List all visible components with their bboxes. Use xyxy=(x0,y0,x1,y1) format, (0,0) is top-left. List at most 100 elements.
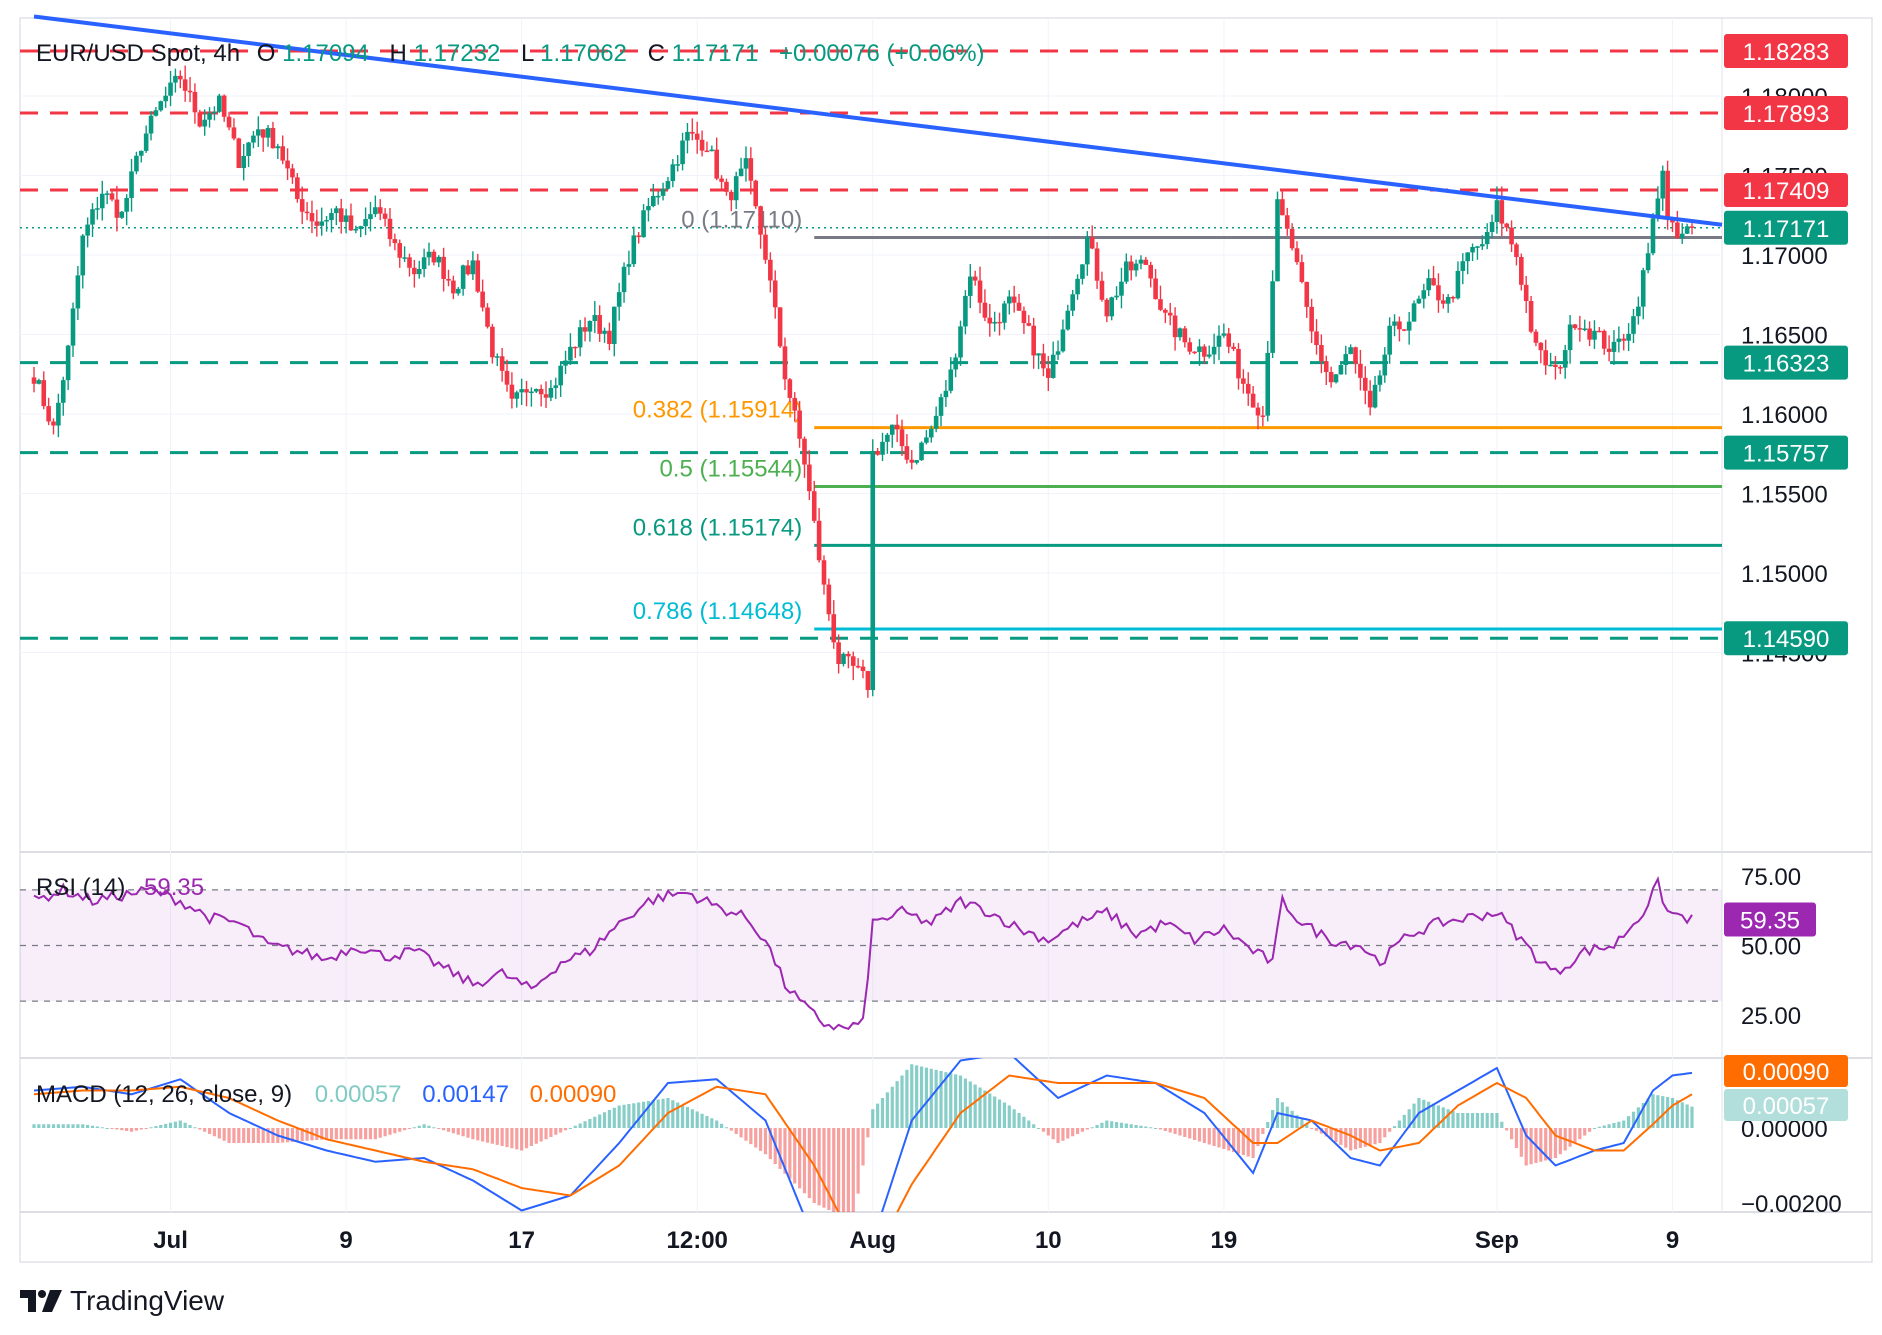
macd-histogram-bar xyxy=(602,1112,607,1128)
candle-body xyxy=(1114,295,1119,298)
candle-body xyxy=(1289,228,1295,249)
rsi-badge-label: 59.35 xyxy=(1740,908,1800,935)
candle-body xyxy=(119,211,125,218)
candle-body xyxy=(763,234,768,260)
macd-histogram-bar xyxy=(1217,1128,1221,1148)
candle-body xyxy=(826,584,832,615)
candle-body xyxy=(675,164,680,166)
candle-body xyxy=(1153,278,1158,300)
price-axis-tick-4: 1.16000 xyxy=(1741,402,1828,429)
candle-body xyxy=(699,139,705,151)
macd-histogram-bar xyxy=(919,1066,924,1128)
svg-text:EUR/USD Spot, 4h O: EUR/USD Spot, 4h O 1.17094 H 1.17232 L 1… xyxy=(36,40,985,67)
x-axis-label-5: 10 xyxy=(1035,1227,1062,1254)
candle-body xyxy=(1660,170,1666,199)
candle-body xyxy=(138,150,144,156)
macd-histogram-bar xyxy=(207,1128,212,1134)
candle-body xyxy=(919,442,924,461)
macd-histogram-bar xyxy=(1095,1125,1099,1128)
candle-body xyxy=(870,450,876,691)
candle-body xyxy=(577,327,583,348)
macd-histogram-bar xyxy=(251,1128,256,1143)
macd-histogram-bar xyxy=(1290,1110,1294,1128)
candle-body xyxy=(460,265,466,289)
macd-histogram-bar xyxy=(120,1128,124,1131)
candle-body xyxy=(928,428,934,438)
candle-body xyxy=(548,387,554,398)
candle-body xyxy=(1050,354,1056,378)
trendline[interactable] xyxy=(33,14,1723,227)
macd-histogram-bar xyxy=(900,1075,904,1128)
candle-body xyxy=(694,133,700,140)
svg-text:RSI (14) 59.35: RSI (14) 59.35 xyxy=(36,874,204,901)
candle-body xyxy=(1465,252,1470,262)
macd-histogram-bar xyxy=(749,1128,753,1145)
candle-body xyxy=(768,259,773,281)
tradingview-logo[interactable]: TradingView xyxy=(20,1284,224,1318)
macd-histogram-bar xyxy=(203,1128,207,1132)
candle-body xyxy=(899,429,905,447)
candle-body xyxy=(290,168,295,178)
macd-histogram-bar xyxy=(56,1124,60,1128)
candle-body xyxy=(529,391,534,394)
candle-body xyxy=(1382,354,1388,376)
candle-body xyxy=(1601,330,1607,349)
fibonacci-retracement[interactable]: 0 (1.17110) 0.382 (1.15914) 0.5 (1.15544) 0… xyxy=(633,207,1722,631)
fib-level-label-1: 0.382 (1.15914) xyxy=(633,397,802,424)
macd-histogram-bar xyxy=(37,1124,41,1128)
macd-histogram-bar xyxy=(1012,1109,1016,1128)
macd-histogram-bar xyxy=(1085,1128,1089,1130)
candle-body xyxy=(1255,407,1261,416)
macd-histogram-bar xyxy=(529,1128,533,1146)
candle-body xyxy=(811,491,817,521)
macd-histogram-bar xyxy=(841,1128,846,1212)
candle-body xyxy=(1260,415,1266,417)
candle-body xyxy=(1523,284,1529,302)
candle-body xyxy=(1002,303,1007,323)
descending-trendline[interactable] xyxy=(33,14,1723,227)
price-axis-tick-5: 1.15500 xyxy=(1741,482,1828,509)
level-badge-5-bg xyxy=(1724,621,1848,656)
macd-histogram-bar xyxy=(500,1128,504,1146)
macd-histogram-bar xyxy=(115,1128,119,1130)
candlestick-series xyxy=(31,65,1695,698)
macd-histogram-bar xyxy=(612,1107,616,1128)
macd-histogram-bar xyxy=(481,1128,485,1142)
header-legend: EUR/USD Spot, 4h O 1.17094 H 1.17232 L 1… xyxy=(36,40,985,67)
macd-histogram-bar xyxy=(851,1128,855,1212)
candle-body xyxy=(504,370,510,385)
macd-histogram-bar xyxy=(407,1128,412,1129)
macd-histogram-bar xyxy=(212,1128,217,1137)
macd-histogram-bar xyxy=(456,1128,460,1135)
macd-histogram-bar xyxy=(1641,1103,1645,1128)
candle-body xyxy=(1343,354,1349,366)
candle-body xyxy=(558,365,563,386)
macd-histogram-bar xyxy=(227,1128,231,1143)
candle-body xyxy=(1187,342,1193,352)
candle-body xyxy=(1484,232,1490,245)
macd-histogram-bar xyxy=(1490,1113,1494,1128)
macd-histogram-bar xyxy=(412,1127,416,1129)
candle-body xyxy=(251,135,256,143)
candle-body xyxy=(1323,361,1329,373)
candle-body xyxy=(1494,200,1500,222)
candle-body xyxy=(1280,199,1285,216)
macd-histogram-bar xyxy=(1139,1125,1143,1128)
candle-body xyxy=(412,267,417,275)
candle-body xyxy=(1445,297,1451,304)
candle-body xyxy=(455,288,461,294)
macd-signal-badge-bg xyxy=(1724,1055,1848,1087)
level-badge-1-bg xyxy=(1724,96,1848,131)
candle-body xyxy=(646,206,651,211)
macd-histogram-bar xyxy=(993,1096,997,1128)
macd-histogram-bar xyxy=(1119,1122,1124,1128)
candle-body xyxy=(933,415,939,429)
macd-histogram-bar xyxy=(1105,1120,1109,1128)
macd-histogram-bar xyxy=(1324,1128,1328,1137)
macd-histogram-bar xyxy=(90,1125,95,1128)
chart-frame xyxy=(19,17,1873,1263)
candle-body xyxy=(236,138,242,169)
macd-histogram-bar xyxy=(939,1071,943,1128)
